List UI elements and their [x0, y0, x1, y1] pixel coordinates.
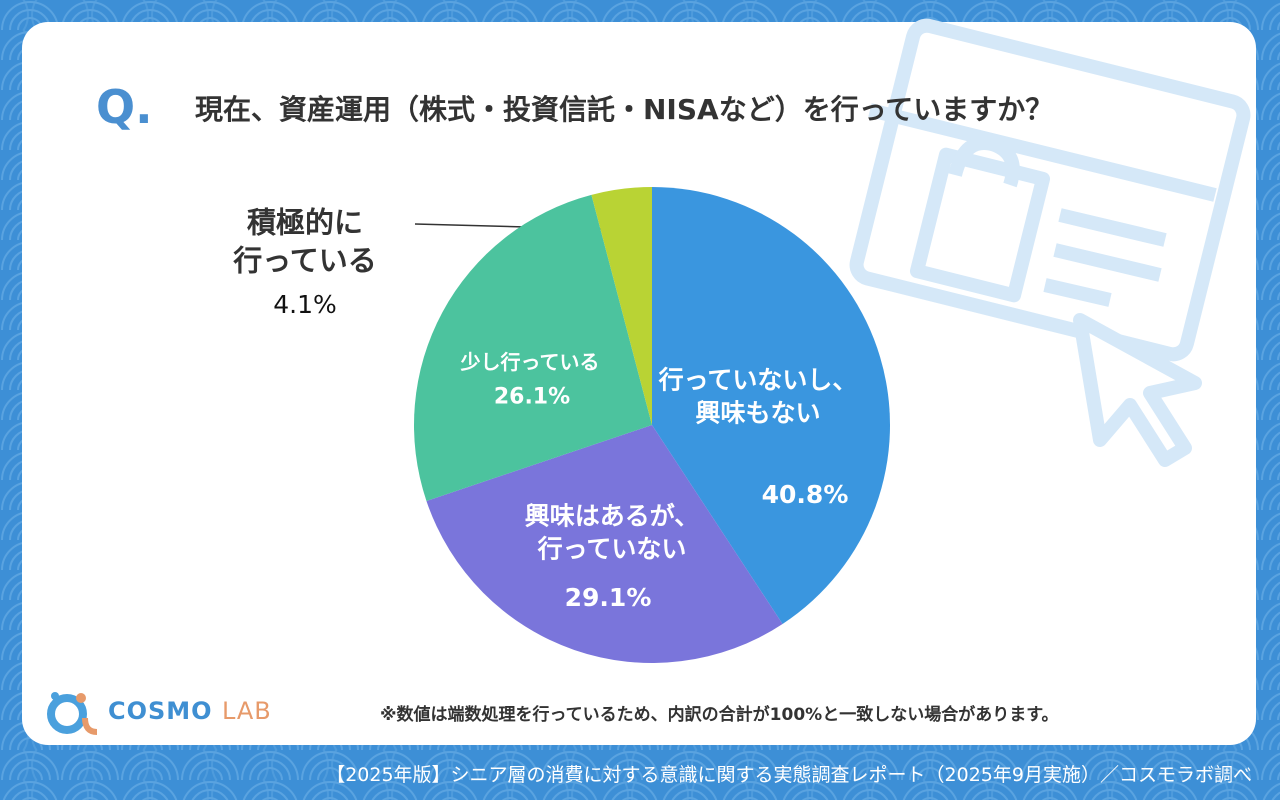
footer: 【2025年版】シニア層の消費に対する意識に関する実態調査レポート（2025年9…	[326, 764, 1252, 786]
pie-slice	[426, 425, 783, 663]
chart-title: 現在、資産運用（株式・投資信託・NISAなど）を行っていますか？	[195, 93, 1054, 126]
slice-label: 興味はあるが、 行っていない	[524, 501, 700, 564]
pie-slice	[652, 187, 891, 624]
footnote: ※数値は端数処理を行っているため、内訳の合計が100%と一致しない場合があります…	[380, 705, 1059, 725]
slice-label: 行っていないし、 興味もない	[658, 365, 858, 428]
decor-icon	[849, 18, 1251, 467]
logo-sub: LAB	[221, 697, 272, 725]
value-label: 26.1%	[493, 384, 571, 410]
value-label: 40.8%	[761, 479, 849, 509]
slice-label: 少し行っている	[460, 350, 600, 374]
logo-main: COSMO	[108, 697, 213, 725]
logo-icon	[47, 692, 98, 735]
slice-label: 積極的に 行っている	[233, 205, 377, 277]
logo: COSMO LAB	[108, 697, 272, 725]
pie-slice	[591, 187, 652, 425]
pie-slice	[413, 194, 652, 501]
value-label: 4.1%	[273, 289, 337, 319]
value-label: 29.1%	[564, 582, 652, 612]
question-mark: Q.	[96, 80, 153, 134]
